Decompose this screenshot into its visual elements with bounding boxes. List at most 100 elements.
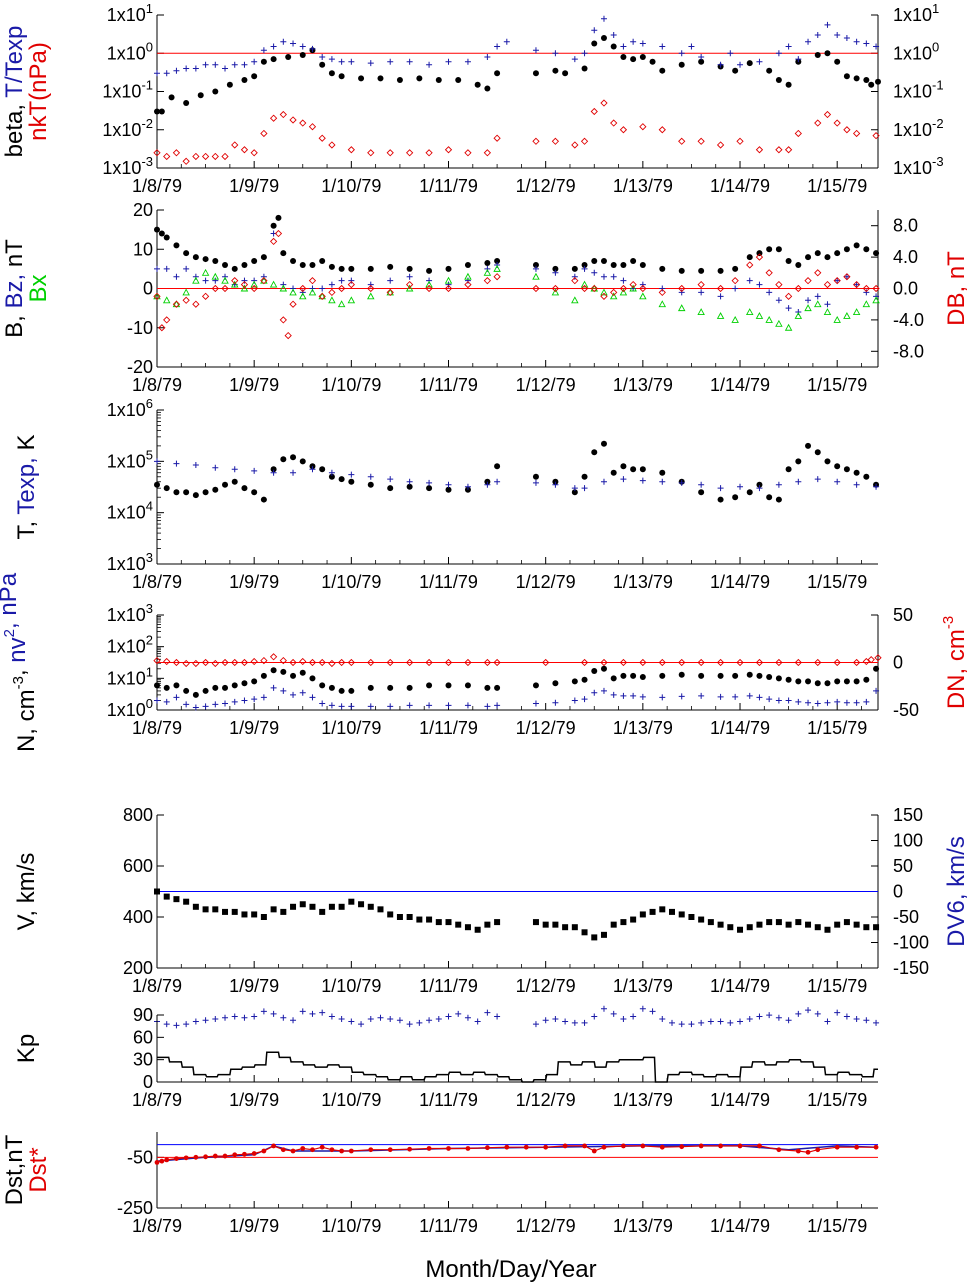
data-point xyxy=(182,288,190,296)
data-point xyxy=(338,687,345,694)
data-point xyxy=(484,481,491,488)
x-tick-label: 1/15/79 xyxy=(807,176,867,196)
y-axis-title: Dst* xyxy=(25,1147,52,1192)
data-point xyxy=(766,67,773,74)
x-tick-label: 1/14/79 xyxy=(710,976,770,996)
data-point xyxy=(581,676,588,683)
data-point xyxy=(241,697,248,704)
data-point xyxy=(756,921,763,928)
data-point xyxy=(630,916,637,923)
data-point xyxy=(416,1019,423,1026)
data-point xyxy=(464,261,471,268)
data-point xyxy=(172,300,181,308)
data-point xyxy=(319,466,326,473)
data-point xyxy=(445,281,452,288)
tick-exponent: 3 xyxy=(146,550,153,565)
data-point xyxy=(212,701,219,708)
data-point xyxy=(445,265,452,272)
x-tick-label: 1/8/79 xyxy=(132,718,182,738)
data-point xyxy=(309,45,316,52)
y-axis-title-part: K xyxy=(13,435,40,458)
data-point xyxy=(581,473,588,480)
y-axis-title: V, km/s xyxy=(13,853,40,931)
data-point xyxy=(240,146,249,154)
data-point xyxy=(367,903,374,910)
data-point xyxy=(571,489,578,496)
y-tick-label-left: 60 xyxy=(133,1027,153,1047)
data-point xyxy=(300,1146,306,1151)
data-point xyxy=(718,1143,723,1149)
panel-7: -250 -50 1/8/79 1/9/79 1/10/79 1/11/79 1/12/79… xyxy=(1,1132,879,1236)
data-point xyxy=(260,672,267,679)
data-point xyxy=(630,466,637,473)
data-point xyxy=(240,280,249,289)
data-point xyxy=(250,280,258,288)
data-point xyxy=(775,319,783,327)
x-tick-label: 1/11/79 xyxy=(419,1216,478,1236)
data-point xyxy=(853,281,860,288)
y-axis-title-part: N, cm xyxy=(13,689,40,752)
tick-exponent: 1 xyxy=(932,1,939,16)
data-point xyxy=(163,684,170,691)
data-point xyxy=(299,284,307,293)
data-point xyxy=(338,73,345,80)
data-point xyxy=(571,678,578,685)
data-point xyxy=(591,449,598,456)
data-point xyxy=(580,280,589,288)
tick-exponent: 6 xyxy=(146,396,153,411)
data-point xyxy=(275,214,282,221)
data-point xyxy=(843,273,850,280)
data-point xyxy=(532,473,539,480)
data-point xyxy=(367,1016,374,1022)
data-point xyxy=(308,123,317,131)
y-tick-label-right: -4.0 xyxy=(893,310,924,330)
data-point xyxy=(853,242,860,249)
data-point xyxy=(386,149,394,157)
y-tick-label-left: 10 xyxy=(133,239,153,259)
data-point xyxy=(659,694,666,701)
data-point xyxy=(348,277,355,284)
y-axis-title: Kp xyxy=(13,1034,40,1063)
data-point xyxy=(231,277,239,285)
data-point xyxy=(269,653,278,661)
data-point xyxy=(328,903,335,910)
data-point xyxy=(367,284,375,293)
data-point xyxy=(756,694,763,701)
data-point xyxy=(610,43,617,50)
data-point xyxy=(251,678,258,685)
y-tick-label-left: -10 xyxy=(127,318,153,338)
data-point xyxy=(192,704,199,711)
data-point xyxy=(776,1147,782,1153)
y-axis-title-part: Dst,nT xyxy=(1,1134,28,1205)
y-tick-label-left: -20 xyxy=(127,357,153,377)
data-point xyxy=(590,107,598,116)
data-point xyxy=(396,76,403,83)
data-point xyxy=(669,1019,675,1026)
data-point xyxy=(251,911,258,918)
data-point xyxy=(240,658,249,667)
data-point xyxy=(183,489,190,496)
data-point xyxy=(202,489,209,496)
data-point xyxy=(843,466,850,473)
data-point xyxy=(494,702,501,709)
series-nv2 xyxy=(154,684,880,711)
data-point xyxy=(732,672,739,679)
data-point xyxy=(804,304,812,312)
y-axis-title-part: beta, xyxy=(1,104,28,157)
data-point xyxy=(163,70,170,77)
y-tick-label-left: 1x103 xyxy=(107,601,153,625)
data-point xyxy=(678,671,685,678)
data-point xyxy=(202,277,209,284)
data-point xyxy=(201,658,210,667)
data-point xyxy=(260,47,267,54)
data-point xyxy=(814,52,821,59)
data-point xyxy=(221,152,229,161)
data-point xyxy=(154,226,160,233)
data-point xyxy=(659,1016,666,1022)
data-point xyxy=(532,137,540,145)
x-tick-label: 1/13/79 xyxy=(613,1090,673,1110)
series-dst- xyxy=(154,1143,879,1165)
data-point xyxy=(867,656,875,664)
data-point xyxy=(562,924,569,931)
data-point xyxy=(794,284,802,293)
